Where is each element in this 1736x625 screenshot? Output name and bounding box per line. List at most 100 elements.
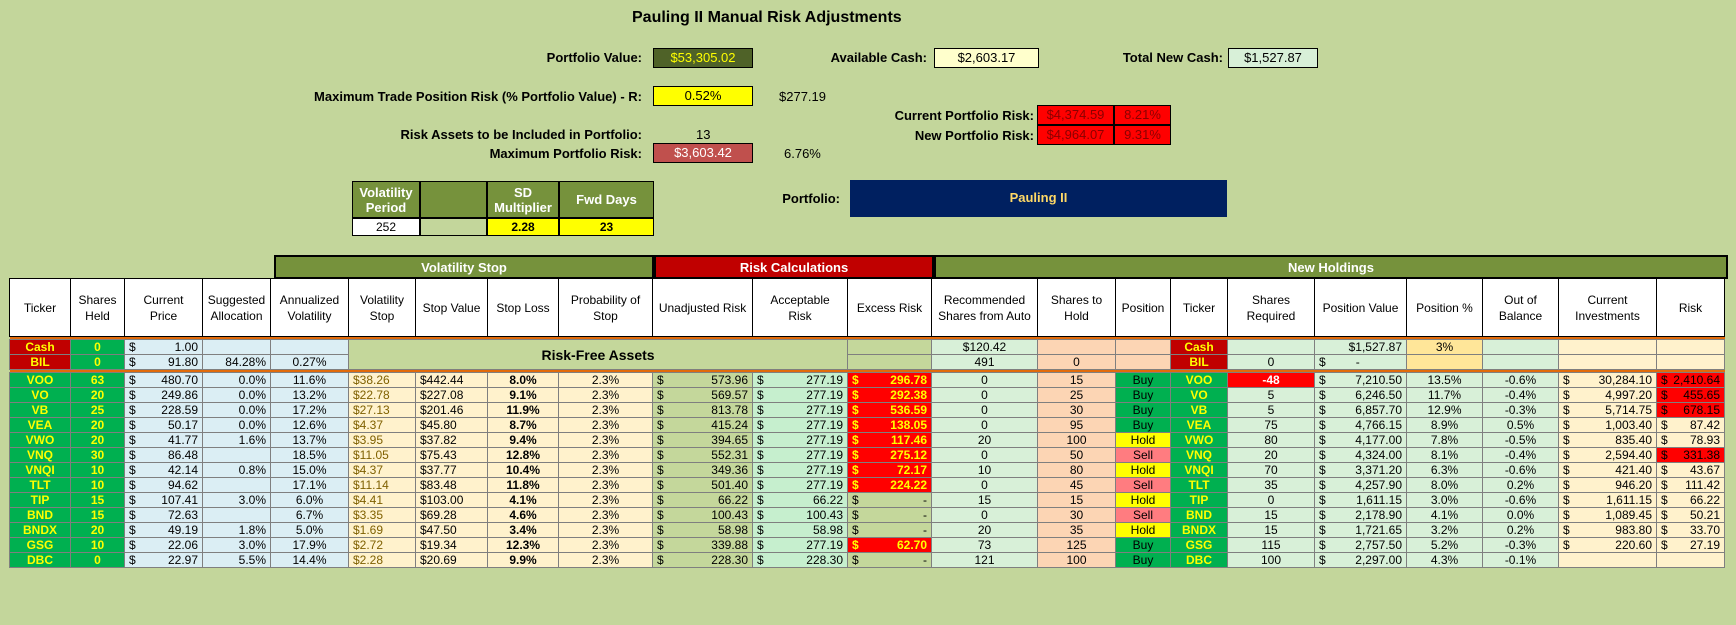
alloc-cell[interactable] — [202, 507, 271, 523]
rec-shares-cell[interactable]: 0 — [931, 402, 1038, 418]
rec-cell[interactable]: $120.42 — [931, 339, 1038, 355]
alloc-cell[interactable]: 0.0% — [202, 372, 271, 388]
price-cell[interactable]: $22.06 — [124, 537, 203, 553]
fwd-days-value[interactable]: 23 — [559, 218, 654, 236]
price-cell[interactable]: $94.62 — [124, 477, 203, 493]
ticker-cell[interactable]: VOO — [9, 372, 71, 388]
price-cell[interactable]: $480.70 — [124, 372, 203, 388]
price-cell[interactable]: $1.00 — [124, 339, 203, 355]
rec-shares-cell[interactable]: 10 — [931, 462, 1038, 478]
rec-shares-cell[interactable]: 20 — [931, 522, 1038, 538]
price-cell[interactable]: $228.59 — [124, 402, 203, 418]
ticker-cell[interactable]: VEA — [9, 417, 71, 433]
price-cell[interactable]: $86.48 — [124, 447, 203, 463]
price-cell[interactable]: $72.63 — [124, 507, 203, 523]
shares-held-cell[interactable]: 25 — [70, 402, 125, 418]
alloc-cell[interactable] — [202, 339, 271, 355]
vol-cell[interactable]: 17.2% — [270, 402, 349, 418]
alloc-cell[interactable] — [202, 477, 271, 493]
shares-to-hold-cell[interactable]: 25 — [1037, 387, 1116, 403]
available-cash-cell[interactable]: $2,603.17 — [934, 48, 1039, 68]
alloc-cell[interactable]: 1.8% — [202, 522, 271, 538]
shares-to-hold-cell[interactable]: 15 — [1037, 492, 1116, 508]
max-portfolio-risk-cell[interactable]: $3,603.42 — [653, 143, 753, 163]
position-cell[interactable]: Hold — [1115, 522, 1171, 538]
vol-cell[interactable]: 13.2% — [270, 387, 349, 403]
total-new-cash-cell[interactable]: $1,527.87 — [1228, 48, 1318, 68]
vol-cell[interactable] — [270, 339, 349, 355]
position-cell[interactable]: Buy — [1115, 402, 1171, 418]
alloc-cell[interactable]: 3.0% — [202, 492, 271, 508]
position-cell[interactable]: Sell — [1115, 477, 1171, 493]
alloc-cell[interactable]: 0.0% — [202, 387, 271, 403]
price-cell[interactable]: $50.17 — [124, 417, 203, 433]
alloc-cell[interactable]: 3.0% — [202, 537, 271, 553]
alloc-cell[interactable]: 1.6% — [202, 432, 271, 448]
ticker-cell[interactable]: GSG — [9, 537, 71, 553]
shares-held-cell[interactable]: 10 — [70, 537, 125, 553]
ticker-cell[interactable]: VO — [9, 387, 71, 403]
shares-to-hold-cell[interactable]: 125 — [1037, 537, 1116, 553]
ticker-cell[interactable]: DBC — [9, 552, 71, 568]
price-cell[interactable]: $22.97 — [124, 552, 203, 568]
sd-multiplier-value[interactable]: 2.28 — [487, 218, 559, 236]
vol-cell[interactable]: 18.5% — [270, 447, 349, 463]
shares-held-cell[interactable]: 15 — [70, 492, 125, 508]
rec-shares-cell[interactable]: 0 — [931, 447, 1038, 463]
rec-shares-cell[interactable]: 0 — [931, 372, 1038, 388]
shares-held-cell[interactable]: 10 — [70, 462, 125, 478]
shares-held-cell[interactable]: 0 — [70, 552, 125, 568]
shares-to-hold-cell[interactable]: 50 — [1037, 447, 1116, 463]
rec-shares-cell[interactable]: 20 — [931, 432, 1038, 448]
alloc-cell[interactable]: 84.28% — [202, 354, 271, 370]
ticker-cell[interactable]: VWO — [9, 432, 71, 448]
shares-held-cell[interactable]: 20 — [70, 387, 125, 403]
shares-to-hold-cell[interactable]: 30 — [1037, 402, 1116, 418]
current-risk-pct-cell[interactable]: 8.21% — [1114, 105, 1171, 125]
portfolio-name-box[interactable]: Pauling II — [850, 180, 1227, 217]
rec-shares-cell[interactable]: 15 — [931, 492, 1038, 508]
shares-held-cell[interactable]: 0 — [70, 354, 125, 370]
shares-held-cell[interactable]: 30 — [70, 447, 125, 463]
price-cell[interactable]: $91.80 — [124, 354, 203, 370]
ticker-cell[interactable]: BIL — [9, 354, 71, 370]
vol-cell[interactable]: 13.7% — [270, 432, 349, 448]
max-trade-risk-pct-cell[interactable]: 0.52% — [653, 86, 753, 106]
new-risk-pct-cell[interactable]: 9.31% — [1114, 125, 1171, 145]
rec-shares-cell[interactable]: 0 — [931, 417, 1038, 433]
shares-to-hold-cell[interactable]: 15 — [1037, 372, 1116, 388]
ticker-cell[interactable]: VNQ — [9, 447, 71, 463]
rec-cell[interactable]: 491 — [931, 354, 1038, 370]
vol-period-value[interactable]: 252 — [352, 218, 420, 236]
position-cell[interactable]: Buy — [1115, 417, 1171, 433]
position-cell[interactable] — [1115, 354, 1171, 370]
hold-cell[interactable]: 0 — [1037, 354, 1116, 370]
position-cell[interactable]: Sell — [1115, 507, 1171, 523]
shares-held-cell[interactable]: 20 — [70, 522, 125, 538]
rec-shares-cell[interactable]: 0 — [931, 387, 1038, 403]
rec-shares-cell[interactable]: 121 — [931, 552, 1038, 568]
position-cell[interactable]: Buy — [1115, 552, 1171, 568]
vol-cell[interactable]: 17.9% — [270, 537, 349, 553]
ticker-cell[interactable]: TLT — [9, 477, 71, 493]
position-cell[interactable]: Hold — [1115, 462, 1171, 478]
ticker-cell[interactable]: TIP — [9, 492, 71, 508]
price-cell[interactable]: $49.19 — [124, 522, 203, 538]
shares-held-cell[interactable]: 63 — [70, 372, 125, 388]
current-risk-value-cell[interactable]: $4,374.59 — [1037, 105, 1114, 125]
shares-to-hold-cell[interactable]: 80 — [1037, 462, 1116, 478]
price-cell[interactable]: $42.14 — [124, 462, 203, 478]
position-cell[interactable]: Sell — [1115, 447, 1171, 463]
shares-held-cell[interactable]: 10 — [70, 477, 125, 493]
ticker-cell[interactable]: VNQI — [9, 462, 71, 478]
vol-cell[interactable]: 14.4% — [270, 552, 349, 568]
alloc-cell[interactable]: 0.8% — [202, 462, 271, 478]
price-cell[interactable]: $41.77 — [124, 432, 203, 448]
shares-held-cell[interactable]: 20 — [70, 432, 125, 448]
position-cell[interactable]: Buy — [1115, 372, 1171, 388]
rec-shares-cell[interactable]: 0 — [931, 477, 1038, 493]
vol-cell[interactable]: 12.6% — [270, 417, 349, 433]
hold-cell[interactable] — [1037, 339, 1116, 355]
vol-cell[interactable]: 5.0% — [270, 522, 349, 538]
ticker-cell[interactable]: BND — [9, 507, 71, 523]
